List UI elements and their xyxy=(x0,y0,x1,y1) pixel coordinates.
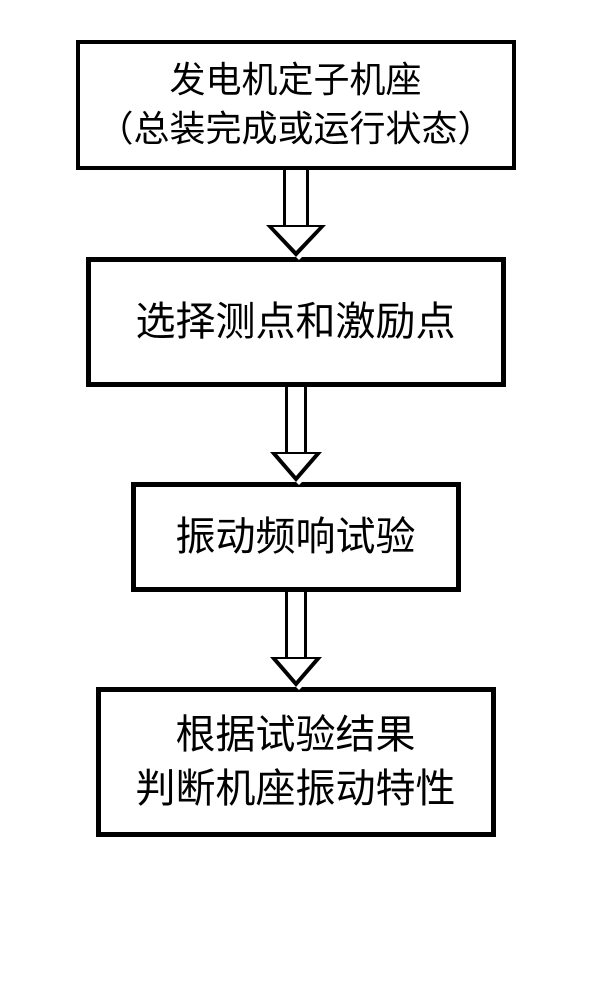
flow-node-n4: 根据试验结果判断机座振动特性 xyxy=(96,687,496,837)
flow-node-n1: 发电机定子机座（总装完成或运行状态） xyxy=(76,40,516,170)
arrow-shaft xyxy=(283,170,309,225)
arrow-head-inner xyxy=(277,454,315,476)
arrow-head-inner xyxy=(277,659,315,681)
flow-arrow-0 xyxy=(266,170,326,257)
flow-node-n3: 振动频响试验 xyxy=(131,482,461,592)
arrow-head xyxy=(270,657,322,687)
arrow-head xyxy=(270,452,322,482)
flow-node-n4-line: 根据试验结果 xyxy=(176,708,416,762)
flow-arrow-1 xyxy=(270,387,322,482)
arrow-shaft xyxy=(285,592,307,657)
flow-node-n2: 选择测点和激励点 xyxy=(86,257,506,387)
flow-node-n1-line: 发电机定子机座 xyxy=(169,56,421,105)
flow-node-n3-line: 振动频响试验 xyxy=(176,510,416,564)
flow-node-n4-line: 判断机座振动特性 xyxy=(136,762,456,816)
flow-node-n2-line: 选择测点和激励点 xyxy=(136,295,456,349)
flow-node-n1-line: （总装完成或运行状态） xyxy=(97,105,493,154)
flowchart-container: 发电机定子机座（总装完成或运行状态）选择测点和激励点振动频响试验根据试验结果判断… xyxy=(76,40,516,837)
flow-arrow-2 xyxy=(270,592,322,687)
arrow-shaft xyxy=(285,387,307,452)
arrow-head xyxy=(266,225,326,257)
arrow-head-inner xyxy=(273,227,319,251)
